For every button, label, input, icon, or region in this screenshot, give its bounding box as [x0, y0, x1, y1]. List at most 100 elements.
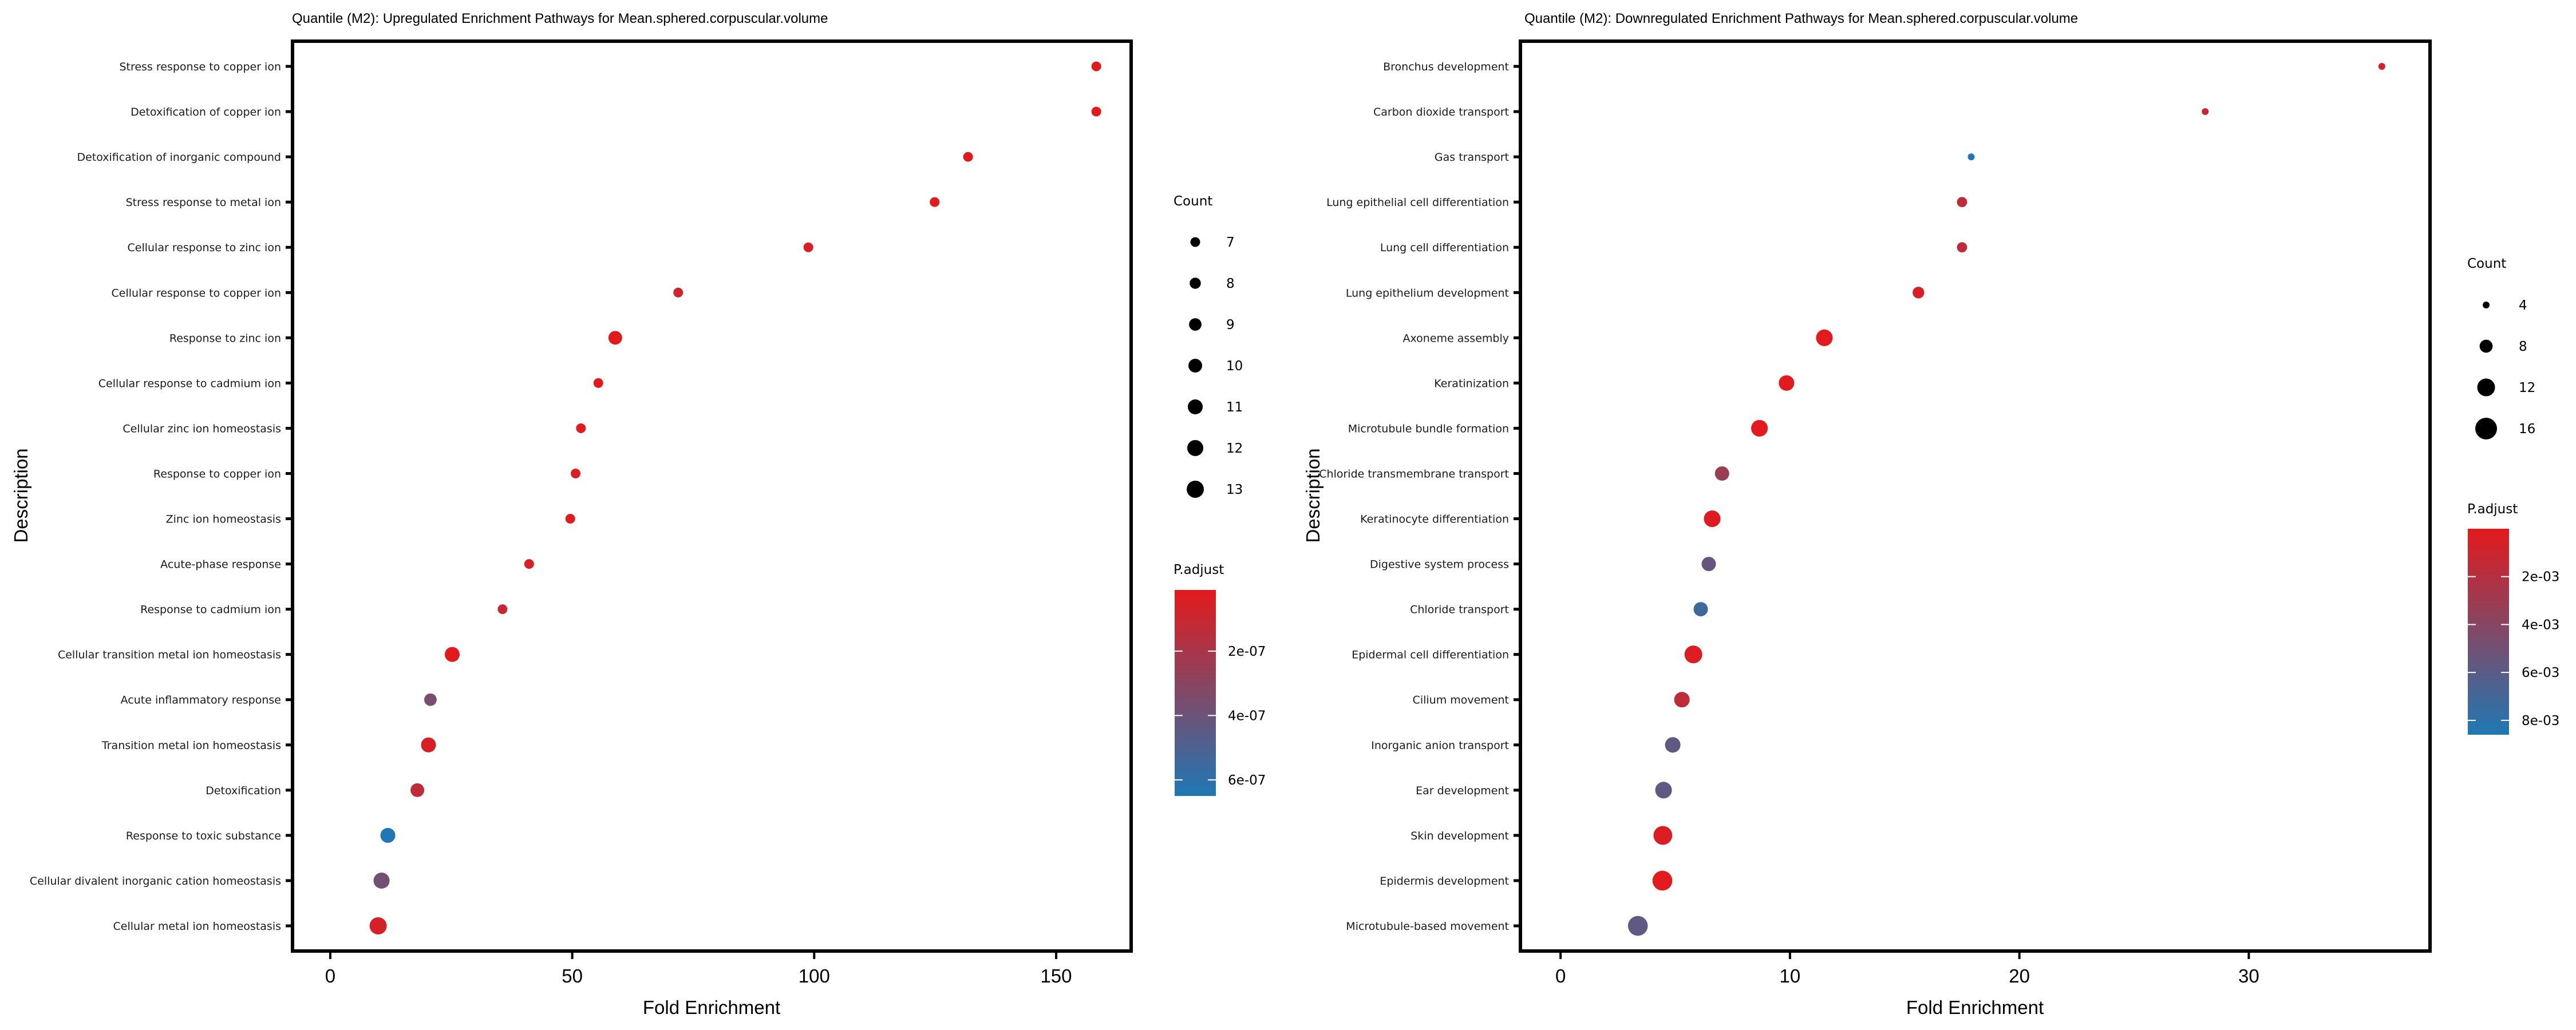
- count-legend-label: 7: [1226, 235, 1235, 250]
- data-point: [1967, 153, 1975, 161]
- y-tick-label: Lung cell differentiation: [1380, 241, 1509, 254]
- data-point: [369, 917, 387, 934]
- data-point: [803, 242, 813, 252]
- padjust-colorbar: [2468, 529, 2509, 735]
- count-legend-dot: [2479, 339, 2493, 353]
- data-point: [2378, 63, 2385, 70]
- y-tick-label: Lung epithelium development: [1346, 287, 1509, 299]
- downregulated-panel: Quantile (M2): Downregulated Enrichment …: [1302, 11, 2559, 1018]
- count-legend-dot: [1188, 359, 1202, 373]
- y-tick-label: Acute inflammatory response: [121, 694, 281, 707]
- data-point: [1684, 645, 1702, 664]
- y-tick-label: Axoneme assembly: [1403, 332, 1509, 344]
- y-tick-label: Keratinization: [1434, 377, 1509, 390]
- y-tick-label: Cellular response to cadmium ion: [98, 377, 281, 390]
- data-point: [524, 559, 534, 569]
- data-point: [1779, 375, 1795, 391]
- data-point: [1704, 510, 1721, 528]
- chart-title: Quantile (M2): Upregulated Enrichment Pa…: [292, 11, 828, 26]
- y-tick-label: Keratinocyte differentiation: [1360, 513, 1509, 526]
- data-point: [380, 827, 396, 843]
- y-axis-label: Description: [10, 448, 31, 542]
- data-point: [1091, 106, 1101, 117]
- y-tick-label: Chloride transport: [1410, 604, 1509, 616]
- data-point: [571, 468, 581, 478]
- count-legend: Count 4 8 12 16: [2467, 256, 2535, 439]
- data-point: [565, 514, 575, 524]
- count-legend-label: 4: [2519, 298, 2527, 313]
- x-tick-label: 50: [562, 965, 583, 987]
- y-tick-label: Transition metal ion homeostasis: [101, 739, 281, 752]
- data-point: [373, 872, 390, 889]
- data-point: [1674, 692, 1690, 708]
- y-tick-label: Carbon dioxide transport: [1373, 106, 1509, 118]
- count-legend-dot: [1190, 237, 1200, 247]
- count-legend-dot: [1187, 399, 1203, 415]
- data-point: [444, 647, 460, 662]
- count-legend-label: 10: [1226, 359, 1243, 374]
- y-tick-label: Digestive system process: [1370, 558, 1509, 571]
- x-tick-label: 20: [2009, 965, 2030, 987]
- x-tick-label: 10: [1780, 965, 1801, 987]
- x-axis-label: Fold Enrichment: [643, 997, 780, 1018]
- data-point: [1957, 242, 1967, 253]
- y-tick-labels: Stress response to copper ion Detoxificat…: [30, 61, 293, 933]
- count-legend-dot: [2475, 418, 2497, 439]
- count-legend-label: 16: [2519, 422, 2535, 437]
- y-tick-label: Chloride transmembrane transport: [1319, 468, 1509, 480]
- count-legend-label: 8: [2519, 339, 2527, 354]
- colorbar-tick-label: 6e-07: [1228, 773, 1266, 788]
- data-point: [421, 737, 436, 752]
- data-point: [1665, 737, 1681, 753]
- y-tick-label: Stress response to copper ion: [119, 61, 281, 73]
- y-tick-label: Cilium movement: [1413, 694, 1509, 707]
- data-point: [2202, 108, 2209, 116]
- data-points: [369, 61, 1101, 934]
- data-point: [1714, 466, 1729, 481]
- y-tick-labels: Bronchus development Carbon dioxide trans…: [1319, 61, 1520, 933]
- data-point: [410, 783, 425, 797]
- y-tick-label: Bronchus development: [1383, 61, 1509, 73]
- x-tick-labels: 0 50 100 150: [325, 951, 1072, 987]
- count-legend-label: 9: [1226, 318, 1235, 332]
- count-legend-label: 12: [2519, 381, 2535, 395]
- count-legend-dot: [2477, 378, 2495, 397]
- data-point: [930, 197, 940, 207]
- y-tick-label: Detoxification of inorganic compound: [77, 151, 281, 164]
- data-point: [1957, 197, 1967, 208]
- count-legend-title: Count: [1174, 194, 1212, 209]
- y-tick-label: Cellular metal ion homeostasis: [113, 920, 281, 933]
- y-tick-label: Epidermis development: [1380, 875, 1509, 888]
- data-points: [1627, 63, 2385, 936]
- y-tick-label: Zinc ion homeostasis: [166, 513, 281, 526]
- y-tick-label: Cellular divalent inorganic cation homeo…: [30, 875, 281, 888]
- data-point: [1091, 61, 1101, 72]
- count-legend-dot: [1187, 439, 1204, 457]
- y-tick-label: Cellular zinc ion homeostasis: [123, 422, 281, 435]
- y-tick-label: Skin development: [1411, 830, 1509, 842]
- data-point: [1627, 916, 1648, 936]
- data-point: [1751, 419, 1768, 437]
- y-tick-label: Acute-phase response: [160, 558, 281, 571]
- count-legend-dot: [2483, 302, 2490, 308]
- count-legend-dot: [1190, 278, 1201, 289]
- y-tick-label: Gas transport: [1435, 151, 1509, 164]
- y-tick-label: Cellular response to zinc ion: [127, 241, 281, 254]
- data-point: [497, 604, 508, 615]
- y-tick-label: Stress response to metal ion: [126, 196, 281, 209]
- data-point: [1816, 329, 1833, 346]
- data-point: [963, 152, 973, 162]
- y-axis-label: Description: [1302, 448, 1323, 542]
- data-point: [593, 378, 603, 388]
- y-tick-label: Response to cadmium ion: [140, 604, 281, 616]
- y-tick-label: Microtubule-based movement: [1346, 920, 1509, 933]
- data-point: [1701, 557, 1716, 572]
- count-legend-label: 11: [1226, 400, 1243, 415]
- y-tick-label: Inorganic anion transport: [1371, 739, 1509, 752]
- x-tick-label: 100: [799, 965, 830, 987]
- y-tick-label: Microtubule bundle formation: [1348, 422, 1509, 435]
- y-tick-label: Ear development: [1416, 785, 1509, 797]
- y-tick-label: Cellular response to copper ion: [112, 287, 281, 299]
- data-point: [1652, 870, 1673, 891]
